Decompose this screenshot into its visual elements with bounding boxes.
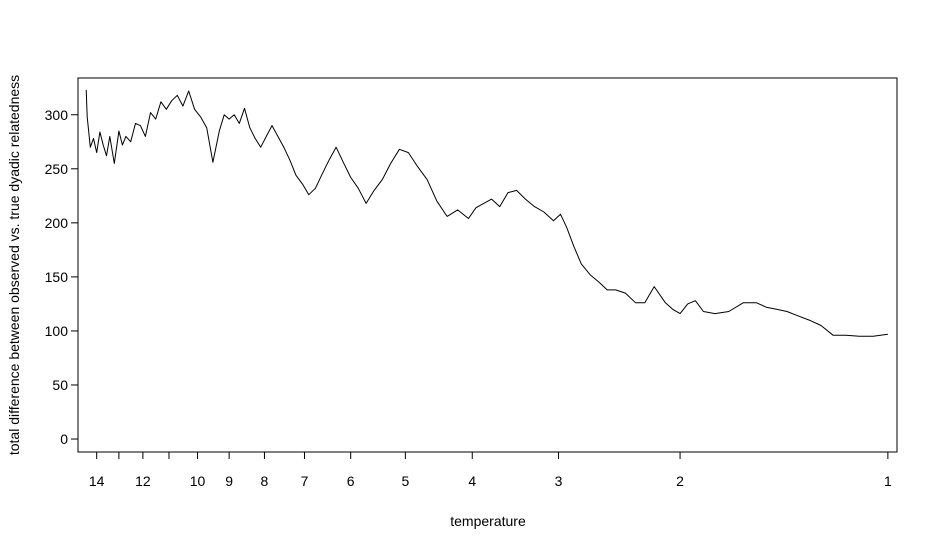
y-axis: 0 50 100 150 200 250 300: [45, 107, 79, 447]
x-tick-label: 4: [468, 473, 476, 489]
y-tick-label: 50: [52, 377, 68, 393]
x-axis-title: temperature: [450, 513, 526, 529]
plot-frame: [77, 77, 898, 453]
series-line: [85, 89, 888, 337]
x-tick-label: 8: [261, 473, 269, 489]
x-axis: 14 12 10 9 8 7 6 5 4 3 2 1: [89, 451, 892, 489]
x-tick-label: 5: [401, 473, 409, 489]
x-tick-label: 10: [190, 473, 206, 489]
y-tick-label: 150: [45, 269, 69, 285]
x-tick-label: 3: [555, 473, 563, 489]
x-tick-label: 9: [225, 473, 233, 489]
y-tick-label: 250: [45, 161, 69, 177]
y-tick-label: 300: [45, 107, 69, 123]
y-tick-label: 0: [60, 431, 68, 447]
x-tick-label: 12: [135, 473, 151, 489]
y-axis-title: total difference between observed vs. tr…: [6, 75, 22, 455]
x-tick-label: 14: [89, 473, 105, 489]
x-tick-label: 1: [884, 473, 892, 489]
y-tick-label: 100: [45, 323, 69, 339]
y-tick-label: 200: [45, 215, 69, 231]
x-tick-label: 2: [676, 473, 684, 489]
x-tick-label: 7: [301, 473, 309, 489]
x-tick-label: 6: [347, 473, 355, 489]
series-layer: [85, 89, 888, 337]
